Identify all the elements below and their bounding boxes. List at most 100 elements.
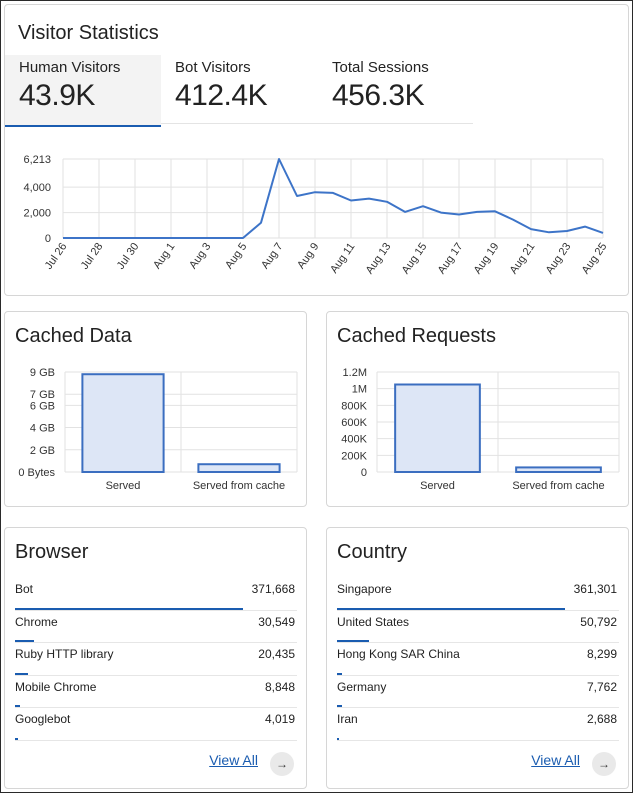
list-item-count: 7,762 xyxy=(586,679,617,694)
browser-view-all-button[interactable]: → xyxy=(270,752,294,776)
list-item-count: 4,019 xyxy=(264,712,295,726)
list-item: Singapore 361,301 xyxy=(337,578,619,611)
bar-served xyxy=(81,373,165,474)
tab-human-visitors-value: 43.9K xyxy=(19,79,95,112)
y-tick-label: 1.2M xyxy=(343,367,367,379)
tab-total-sessions[interactable]: Total Sessions 456.3K xyxy=(332,55,472,127)
visitors-line-chart: 0 2,000 4,000 6,213 Jul 26 Jul 28 Jul 30 Aug 1 A… xyxy=(23,154,610,276)
list-item: Chrome 30,549 xyxy=(15,611,297,643)
list-item-count: 361,301 xyxy=(573,582,617,596)
list-item-name: United States xyxy=(337,614,410,629)
x-tick-label: Aug 17 xyxy=(436,241,466,276)
list-item: Bot 371,668 xyxy=(15,578,297,611)
cached-requests-bar-chart: 0 200K 400K 600K 800K 1M 1.2M Served Served from… xyxy=(341,367,620,492)
list-item-name: Hong Kong SAR China xyxy=(337,647,460,661)
bar-served-from-cache xyxy=(515,466,602,473)
bar-served-from-cache xyxy=(197,463,281,473)
x-tick-label: Aug 21 xyxy=(508,241,538,276)
list-item-name: Mobile Chrome xyxy=(15,679,97,694)
browser-list: Bot 371,668 Chrome 30,549 Ruby HTTP libr… xyxy=(15,578,297,741)
list-item-name: Ruby HTTP library xyxy=(15,647,114,661)
x-tick-label: Served xyxy=(106,480,141,492)
list-item-name: Googlebot xyxy=(15,712,71,726)
y-tick-label: 7 GB xyxy=(30,389,55,401)
list-item-count: 30,549 xyxy=(258,614,295,629)
x-tick-label: Aug 13 xyxy=(364,241,394,276)
x-tick-label: Aug 9 xyxy=(295,241,321,271)
y-tick-label: 0 xyxy=(45,233,51,245)
cached-requests-card: Cached Requests 0 200K 400K 600K 800K 1M 1.2M S… xyxy=(326,311,629,507)
list-item-bar xyxy=(337,640,369,642)
list-item-bar xyxy=(337,705,342,707)
y-tick-label: 400K xyxy=(341,434,367,446)
x-tick-label: Aug 7 xyxy=(259,241,285,271)
list-item: Germany 7,762 xyxy=(337,676,619,708)
series-line-visitors xyxy=(63,158,604,239)
country-view-all-button[interactable]: → xyxy=(592,752,616,776)
list-item-bar xyxy=(15,640,34,642)
x-tick-label: Aug 3 xyxy=(187,241,213,271)
y-tick-label: 4,000 xyxy=(23,182,51,194)
list-item-count: 2,688 xyxy=(586,712,617,726)
x-tick-label: Aug 1 xyxy=(151,241,177,271)
list-item-bar xyxy=(15,705,20,707)
y-tick-label: 0 Bytes xyxy=(18,467,55,479)
list-item: Ruby HTTP library 20,435 xyxy=(15,643,297,676)
x-tick-label: Jul 26 xyxy=(43,241,70,272)
tabs-divider xyxy=(161,123,473,124)
y-tick-label: 600K xyxy=(341,417,367,429)
list-item-bar xyxy=(337,672,342,675)
country-title: Country xyxy=(337,541,408,563)
list-item-name: Bot xyxy=(15,582,34,596)
arrow-right-icon: → xyxy=(598,757,610,771)
bar-served xyxy=(394,383,481,473)
cached-data-title: Cached Data xyxy=(15,325,132,347)
tab-human-visitors[interactable]: Human Visitors 43.9K xyxy=(5,55,161,127)
x-tick-label: Aug 25 xyxy=(580,241,610,276)
list-item-bar xyxy=(337,607,565,610)
tab-human-visitors-label: Human Visitors xyxy=(19,59,121,76)
list-item-bar xyxy=(15,672,28,675)
y-tick-label: 0 xyxy=(361,467,367,479)
list-item-count: 50,792 xyxy=(580,614,617,629)
tab-total-sessions-value: 456.3K xyxy=(332,79,425,112)
list-item: Hong Kong SAR China 8,299 xyxy=(337,643,619,676)
arrow-right-icon: → xyxy=(276,757,288,771)
list-item-name: Germany xyxy=(337,679,387,694)
y-tick-label: 6 GB xyxy=(30,400,55,412)
tab-bot-visitors-value: 412.4K xyxy=(175,79,268,112)
list-item: Mobile Chrome 8,848 xyxy=(15,676,297,708)
x-tick-label: Aug 5 xyxy=(223,241,249,271)
list-item: Iran 2,688 xyxy=(337,708,619,741)
country-card: Country Singapore 361,301 United States … xyxy=(326,527,629,789)
y-tick-label: 9 GB xyxy=(30,367,55,379)
list-item: United States 50,792 xyxy=(337,611,619,643)
y-tick-label: 1M xyxy=(352,384,367,396)
list-item-bar xyxy=(337,737,339,740)
list-item-bar xyxy=(15,607,243,610)
list-item: Googlebot 4,019 xyxy=(15,708,297,741)
cached-data-card: Cached Data 0 Bytes 2 GB 4 GB 6 GB 7 GB 9 GB S… xyxy=(4,311,307,507)
browser-view-all-link[interactable]: View All xyxy=(209,752,258,768)
y-tick-label: 800K xyxy=(341,400,367,412)
tab-total-sessions-label: Total Sessions xyxy=(332,59,429,76)
list-item-name: Singapore xyxy=(337,582,392,596)
x-tick-label: Served from cache xyxy=(512,480,604,492)
country-view-all-link[interactable]: View All xyxy=(531,752,580,768)
tab-bot-visitors[interactable]: Bot Visitors 412.4K xyxy=(175,55,315,127)
x-tick-label: Jul 28 xyxy=(79,241,106,272)
list-item-count: 8,299 xyxy=(586,647,617,661)
list-item-name: Iran xyxy=(337,712,358,726)
tab-bot-visitors-label: Bot Visitors xyxy=(175,59,251,76)
country-list: Singapore 361,301 United States 50,792 H… xyxy=(337,578,619,741)
cached-requests-title: Cached Requests xyxy=(337,325,496,347)
cached-data-bar-chart: 0 Bytes 2 GB 4 GB 6 GB7 GB 9 GB Served Served … xyxy=(18,367,298,492)
x-tick-label: Jul 30 xyxy=(115,241,142,272)
visitor-statistics-card: Visitor Statistics Human Visitors 43.9K … xyxy=(4,4,629,296)
x-tick-label: Aug 15 xyxy=(400,241,430,276)
y-tick-label: 2,000 xyxy=(23,208,51,220)
x-tick-label: Aug 11 xyxy=(328,241,357,276)
x-tick-label: Aug 19 xyxy=(472,241,502,276)
y-tick-label: 4 GB xyxy=(30,423,55,435)
y-tick-label: 2 GB xyxy=(30,445,55,457)
